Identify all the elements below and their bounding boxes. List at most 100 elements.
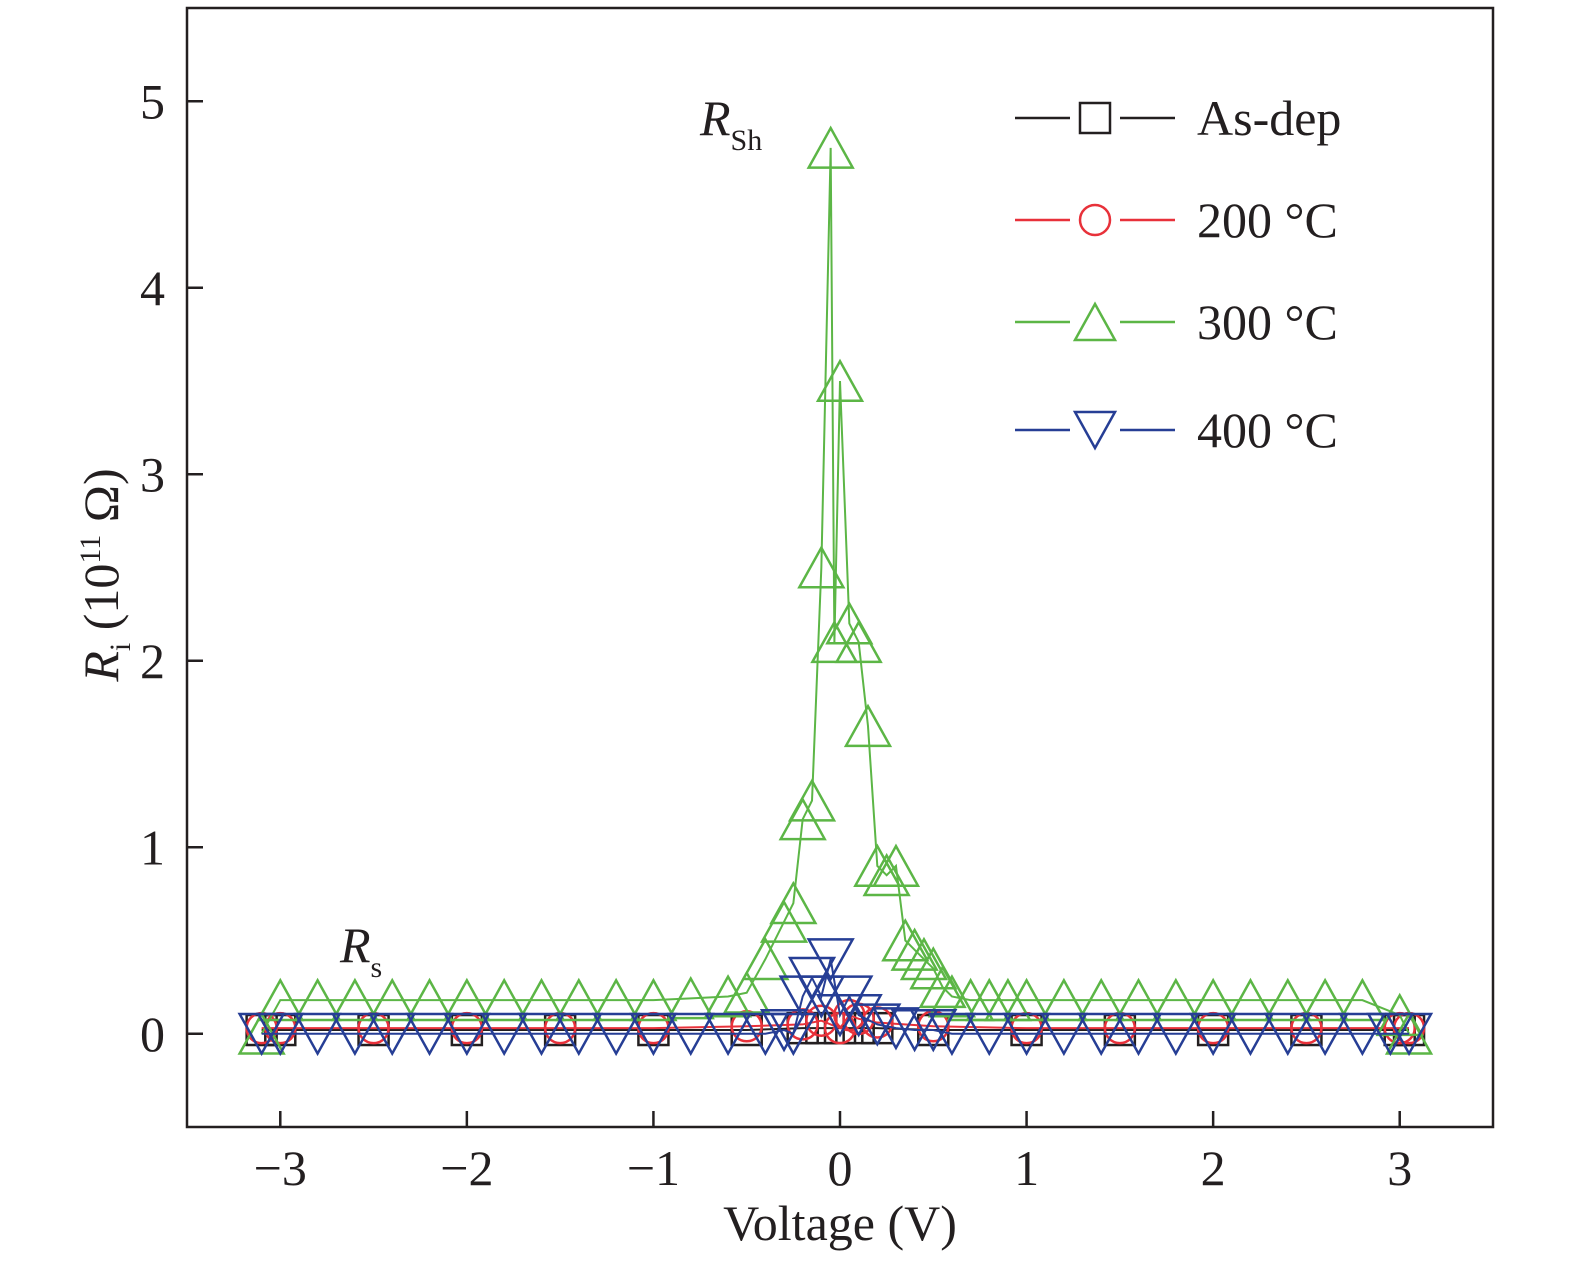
- y-tick-label: 1: [140, 819, 165, 875]
- y-tick-label: 5: [140, 73, 165, 129]
- data-point: [330, 1012, 380, 1057]
- data-point: [1384, 1012, 1434, 1057]
- data-point: [480, 977, 529, 1022]
- data-point: [1338, 1012, 1387, 1057]
- data-point: [1114, 977, 1163, 1022]
- data-point: [1151, 1012, 1200, 1057]
- data-point: [629, 1012, 678, 1057]
- legend-item: 200 °C: [1015, 192, 1338, 248]
- legend-label: As-dep: [1197, 90, 1341, 146]
- y-axis-title-post: Ω): [73, 468, 129, 534]
- annotation-rs: Rs: [339, 917, 382, 984]
- x-axis-title: Voltage (V): [723, 1195, 957, 1251]
- data-point: [1338, 977, 1387, 1022]
- data-point: [1077, 1012, 1126, 1057]
- data-point: [909, 1008, 958, 1053]
- y-tick-label: 2: [140, 633, 165, 689]
- x-tick-label: −1: [627, 1140, 680, 1196]
- data-point: [890, 927, 939, 971]
- y-tick-label: 3: [140, 446, 165, 502]
- legend-item: 300 °C: [1015, 294, 1338, 350]
- data-point: [1151, 977, 1200, 1022]
- y-axis-ticks: 0 1 2 3 4 5: [140, 73, 203, 1062]
- data-point: [1263, 977, 1312, 1022]
- y-axis-title-pre: (10: [73, 564, 129, 643]
- data-point: [1077, 977, 1126, 1022]
- data-point: [843, 703, 893, 748]
- data-point: [741, 936, 790, 981]
- data-point: [834, 994, 883, 1038]
- data-point: [256, 1012, 305, 1057]
- data-point: [629, 977, 678, 1022]
- x-tick-label: 2: [1201, 1140, 1226, 1196]
- data-point: [1002, 977, 1051, 1022]
- data-point: [769, 1012, 818, 1057]
- data-point: [1039, 977, 1089, 1022]
- data-point: [554, 1012, 603, 1057]
- data-point: [293, 977, 342, 1022]
- data-point: [405, 1012, 454, 1057]
- data-point: [591, 977, 641, 1022]
- legend-marker: [1078, 203, 1112, 237]
- data-point: [1039, 1012, 1089, 1057]
- data-point: [330, 977, 380, 1022]
- data-point: [554, 977, 603, 1022]
- data-point: [927, 1012, 977, 1057]
- data-point: [899, 936, 949, 981]
- data-point: [1226, 1012, 1275, 1057]
- data-point: [815, 358, 865, 403]
- data-point: [1189, 1012, 1238, 1057]
- x-tick-label: 3: [1387, 1140, 1412, 1196]
- legend-label: 200 °C: [1197, 192, 1338, 248]
- data-point: [442, 977, 491, 1022]
- legend-marker: [1072, 410, 1118, 451]
- legend-marker: [1078, 101, 1112, 135]
- data-point: [787, 778, 837, 822]
- legend: As-dep 200 °C 300 °C 400 °C: [1015, 90, 1341, 458]
- data-point: [834, 619, 883, 664]
- data-point: [769, 880, 818, 925]
- data-point: [806, 125, 855, 169]
- data-point: [517, 1012, 566, 1057]
- data-point: [1189, 977, 1238, 1022]
- y-axis-title-exp: 11: [74, 535, 107, 564]
- data-point: [405, 977, 454, 1022]
- data-point: [480, 1012, 529, 1057]
- legend-label: 300 °C: [1197, 294, 1338, 350]
- legend-label: 400 °C: [1197, 402, 1338, 458]
- legend-item: As-dep: [1015, 90, 1341, 146]
- data-point: [666, 1012, 715, 1057]
- data-point: [1114, 1012, 1163, 1057]
- series-3: [237, 938, 1434, 1057]
- series-2: [237, 125, 1434, 1055]
- x-tick-label: 1: [1014, 1140, 1039, 1196]
- data-point: [871, 1007, 921, 1051]
- y-tick-label: 4: [140, 260, 165, 316]
- data-point: [1300, 1012, 1350, 1057]
- data-point: [806, 938, 855, 982]
- x-axis-ticks: −3 −2 −1 0 1 2 3: [254, 1111, 1412, 1196]
- data-point: [1002, 1012, 1051, 1057]
- data-point: [918, 964, 967, 1009]
- x-tick-label: 0: [828, 1140, 853, 1196]
- series-line: [261, 958, 1410, 1036]
- data-point: [591, 1012, 641, 1057]
- data-point: [293, 1012, 342, 1057]
- y-axis-title-sub: i: [104, 643, 137, 651]
- data-point: [703, 974, 753, 1018]
- data-point: [703, 1012, 753, 1057]
- legend-marker: [1072, 301, 1118, 342]
- annotation-rsh: RSh: [699, 90, 762, 157]
- x-tick-label: −3: [254, 1140, 307, 1196]
- data-point: [965, 1012, 1014, 1057]
- data-point: [1263, 1012, 1312, 1057]
- data-point: [1300, 977, 1350, 1022]
- data-point: [862, 852, 911, 897]
- series-layer: [237, 125, 1434, 1057]
- y-tick-label: 0: [140, 1006, 165, 1062]
- data-point: [759, 1008, 809, 1053]
- data-point: [442, 1012, 491, 1057]
